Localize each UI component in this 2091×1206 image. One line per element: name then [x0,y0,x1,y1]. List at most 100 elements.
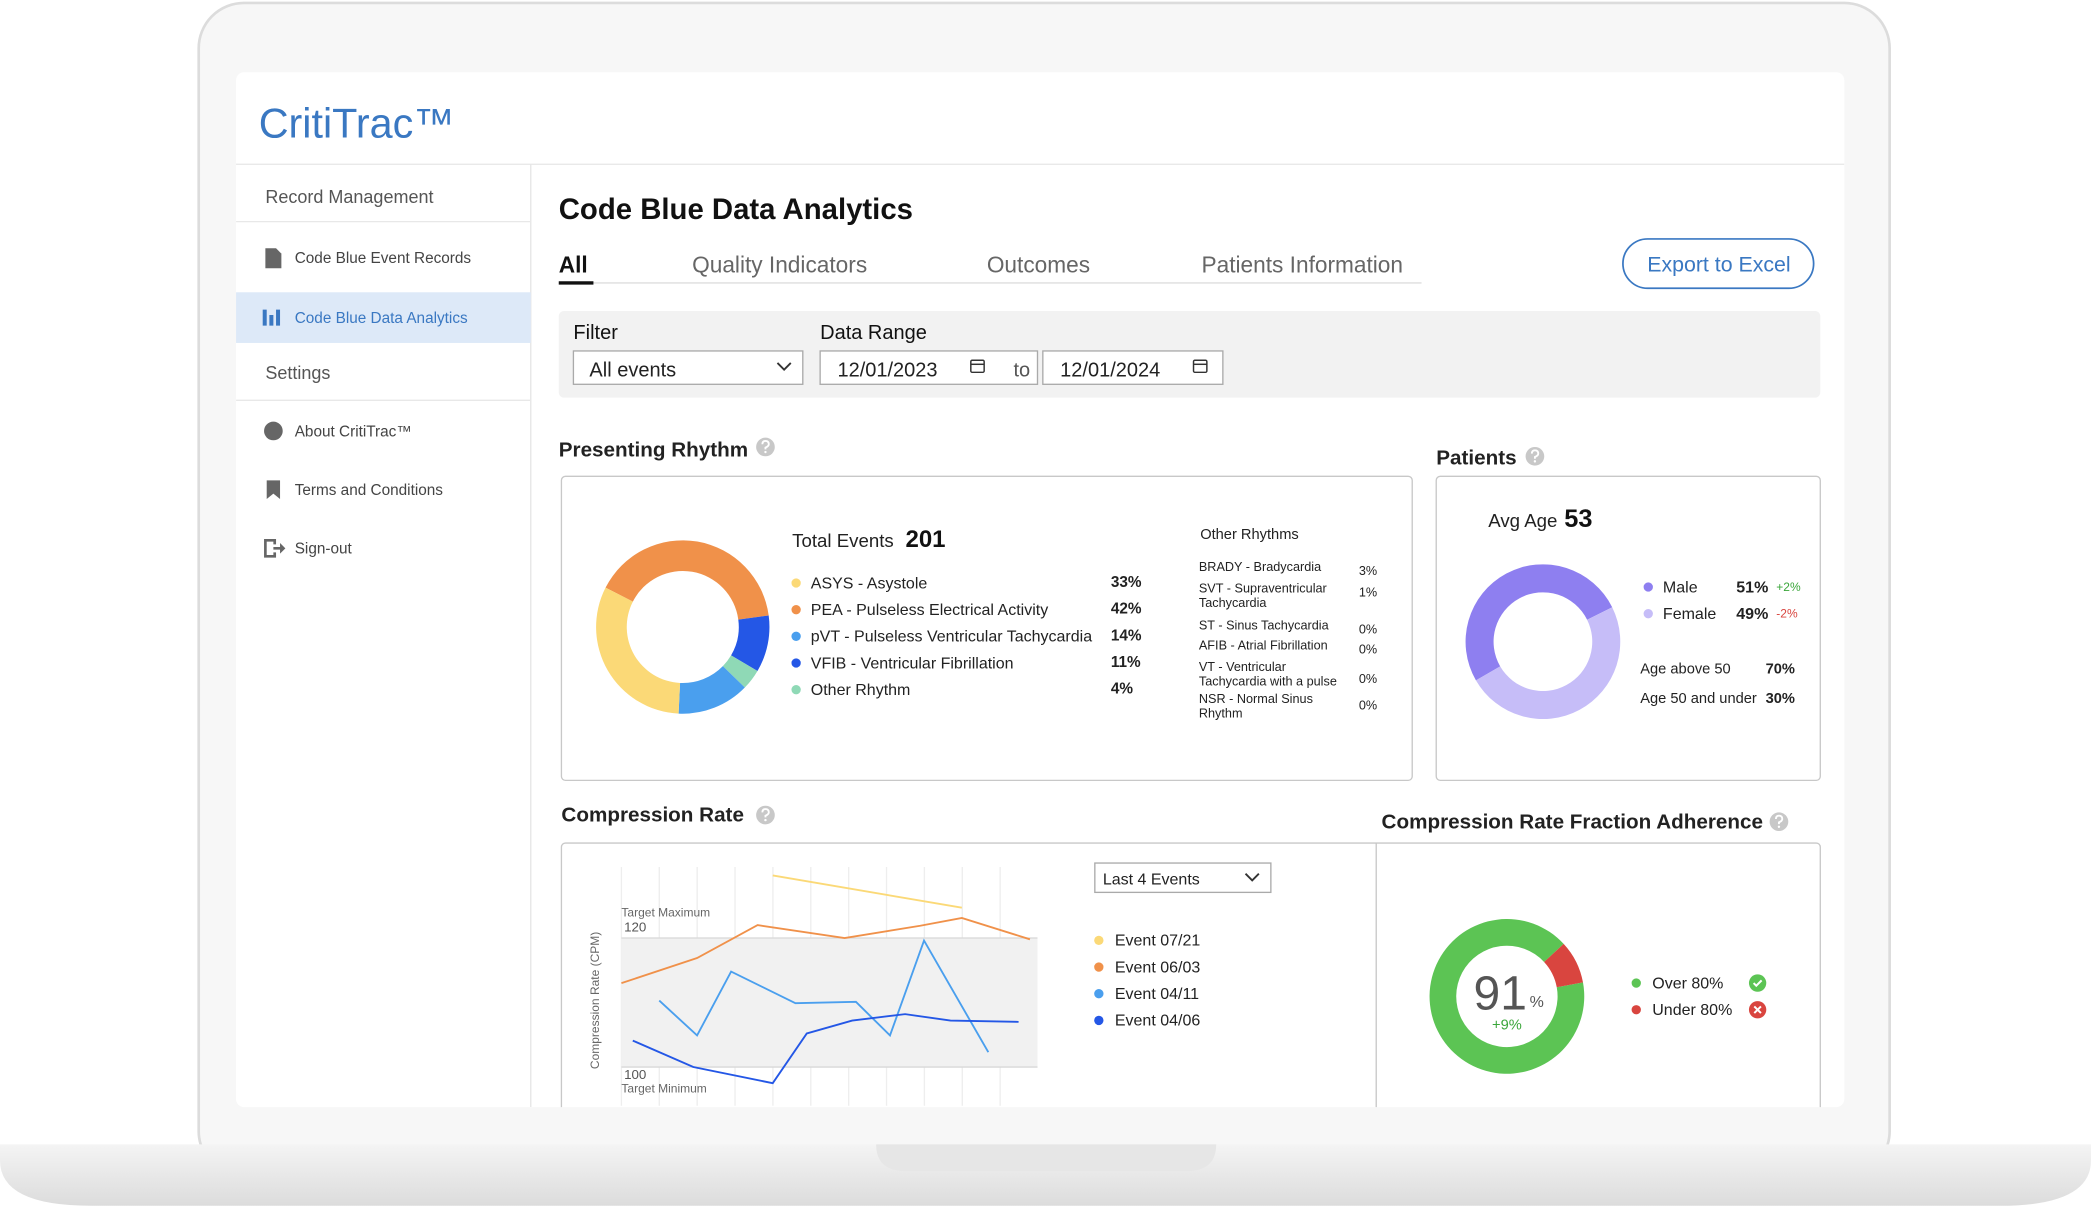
filter-label: Filter [573,322,618,344]
legend-dot [1094,962,1104,972]
other-value: 0% [1359,699,1377,713]
laptop-notch [876,1144,1217,1172]
legend-dot [791,685,801,695]
rhythm-card [560,475,1413,782]
other-value: 3% [1359,564,1377,578]
chevron [1244,873,1260,882]
age-label: Age above 50 [1640,662,1730,678]
sidebar-section: Settings [265,363,330,383]
other-label: ST - Sinus Tachycardia [1198,620,1329,634]
dropdown-value: Last 4 Events [1103,871,1200,888]
legend-label: Over 80% [1652,975,1723,992]
legend-label: Male [1663,579,1698,596]
legend-dot [1094,1015,1104,1026]
value-label: 49% [1736,606,1768,623]
legend-dot [1643,609,1653,619]
donut-segment [1429,919,1585,1074]
legend-dot [791,631,801,642]
value-label: 14% [1111,627,1142,644]
sidebar-item: Sign-out [295,541,353,558]
other-label: BRADY - Bradycardia [1198,561,1322,575]
series-line [658,938,990,1053]
date-from[interactable] [819,350,1039,385]
adherence-title: Compression Rate Fraction Adherence [1382,810,1763,833]
brand: CritiTrac™ [259,101,455,147]
rhythm-title: Presenting Rhythm [559,438,748,461]
export-button[interactable] [1622,238,1815,290]
age-label: Age 50 and under [1640,691,1757,707]
legend-label: Event 07/21 [1115,933,1201,950]
value-label: 4% [1111,681,1134,698]
date-range-label: Data Range [820,322,927,344]
donut-segment [1544,943,1583,988]
app: CritiTrac™ Code Blue Data Analytics Expo… [236,101,1845,1108]
tab: All [559,251,588,277]
tab: Quality Indicators [692,251,867,277]
avg-age-label: Avg Age [1488,510,1557,531]
donut-segment [678,666,745,714]
other-title: Other Rhythms [1200,527,1299,543]
legend-label: ASYS - Asystole [811,575,928,592]
adherence-change: +9% [1492,1018,1522,1034]
icon-signout [264,538,286,558]
other-rhythm: NSR - Normal Sinus Rhythm [1199,694,1313,721]
help-dot [1533,460,1537,463]
other-value: 0% [1359,643,1377,657]
legend-dot [1643,582,1653,592]
donut-segment [1465,564,1613,681]
status-glyph [1752,979,1763,988]
icon-chart [262,309,281,326]
other-value: 0% [1359,672,1377,686]
donut-segment [1475,607,1621,720]
total-label: Total Events [792,530,894,551]
donut-segment [605,540,769,620]
total-value: 201 [905,526,945,553]
legend-label: Other Rhythm [811,682,911,699]
help-dot [764,818,767,822]
legend-label: Under 80% [1652,1002,1732,1019]
sidebar-active [236,292,531,343]
donut-segment [731,615,770,671]
avg-age: 53 [1564,505,1592,533]
date-to-value: 12/01/2024 [1060,359,1160,381]
help-glyph [761,440,770,450]
y-tick-label: 120 [624,919,646,934]
adherence-unit: % [1530,994,1544,1011]
series-line [621,917,1031,985]
other-rhythm: ST - Sinus Tachycardia [1198,620,1329,634]
events-dropdown[interactable] [1094,862,1272,894]
sidebar-item: Code Blue Event Records [295,250,472,267]
change-label: +2% [1776,580,1801,594]
annotation: Target Minimum [621,1081,706,1095]
icon-doc [265,248,282,269]
legend-dot [1631,1005,1641,1015]
donut-segment [596,587,681,714]
patients-title: Patients [1436,446,1516,469]
legend-dot [1631,978,1641,988]
icon-bookmark [266,480,281,499]
filter-value: All events [589,359,676,381]
other-rhythm: VT - Ventricular Tachycardia with a puls… [1198,661,1337,690]
donut-segment [722,655,758,688]
legend-label: pVT - Pulseless Ventricular Tachycardia [811,629,1092,646]
series-line [632,1013,1019,1085]
export-label: Export to Excel [1647,253,1790,277]
compression-title: Compression Rate [561,804,744,827]
laptop-base [0,1144,2091,1206]
other-value: 1% [1359,585,1377,599]
legend-dot [791,658,801,668]
help-dot [764,450,767,454]
legend-label: VFIB - Ventricular Fibrillation [811,655,1014,672]
sidebar-section: Record Management [265,187,433,207]
legend-label: Female [1663,606,1716,623]
help-dot [1777,825,1781,828]
chevron [776,362,792,371]
sidebar-item: Code Blue Data Analytics [295,310,468,327]
page-title: Code Blue Data Analytics [559,193,913,226]
filter-select[interactable] [572,350,804,385]
age-value: 70% [1766,662,1795,678]
sidebar-item: Terms and Conditions [295,482,444,499]
other-label: VT - Ventricular Tachycardia with a puls… [1198,661,1337,690]
